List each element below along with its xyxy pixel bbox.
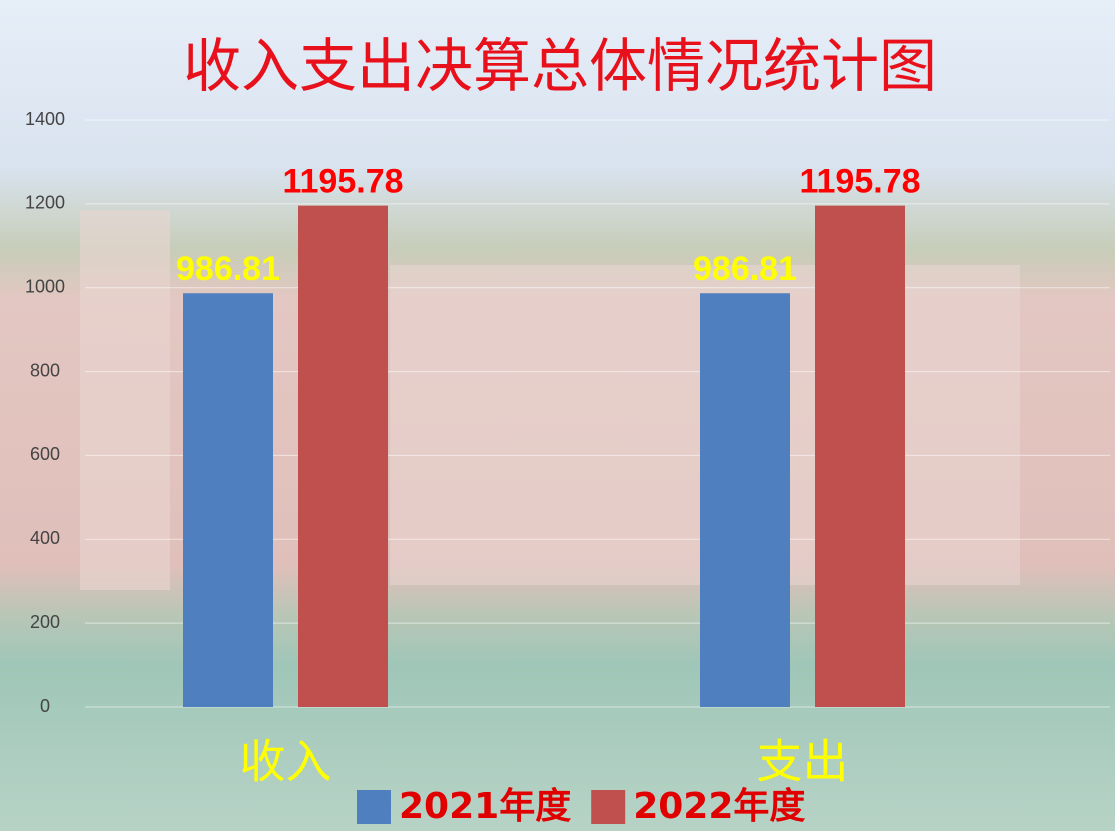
legend-swatch (357, 790, 391, 824)
legend-swatch (591, 790, 625, 824)
y-tick-label: 0 (40, 696, 50, 716)
y-tick-label: 600 (30, 444, 60, 464)
x-tick-label: 支出 (757, 735, 849, 789)
y-tick-label: 400 (30, 528, 60, 548)
value-label: 986.81 (176, 250, 280, 288)
y-tick-label: 1200 (25, 193, 65, 213)
y-tick-label: 1000 (25, 276, 65, 296)
value-label: 986.81 (693, 250, 797, 288)
legend-label: 2021年度 (399, 786, 571, 827)
y-tick-label: 200 (30, 612, 60, 632)
chart-title: 收入支出决算总体情况统计图 (183, 32, 937, 100)
y-tick-label: 800 (30, 360, 60, 380)
legend-label: 2022年度 (633, 786, 805, 827)
chart: 收入支出决算总体情况统计图 2021年度 2022年度 0 200 400 600 800… (0, 0, 1115, 831)
bar (298, 206, 388, 707)
bar (700, 293, 790, 707)
value-label: 1195.78 (282, 163, 403, 201)
x-tick-label: 收入 (240, 735, 332, 789)
building (80, 210, 170, 590)
value-label: 1195.78 (799, 163, 920, 201)
bar (183, 293, 273, 707)
y-tick-label: 1400 (25, 109, 65, 129)
bar (815, 206, 905, 707)
